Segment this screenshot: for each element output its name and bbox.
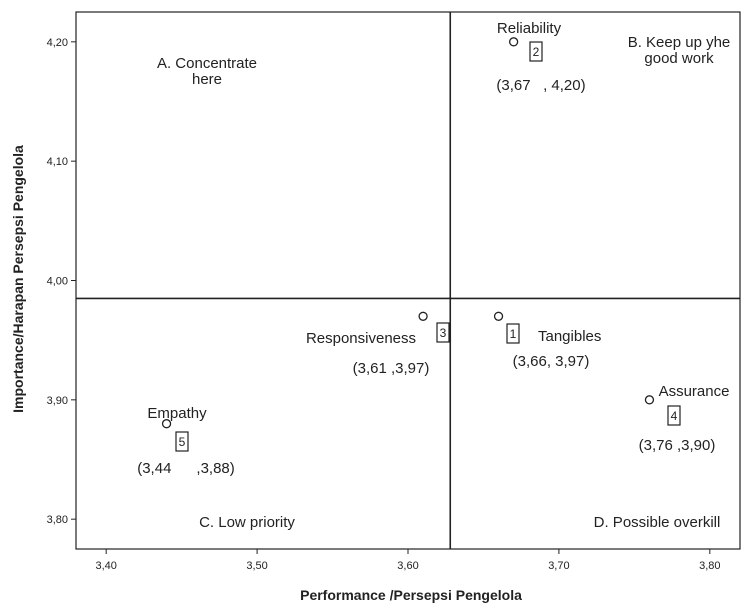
point-group-reliability: Reliability 2 (3,67 , 4,20) [496, 20, 585, 94]
x-tick-label-2: 3,60 [397, 560, 418, 572]
point-coord-label-reliability: (3,67 , 4,20) [496, 77, 585, 94]
point-number-assurance: 4 [671, 409, 678, 423]
quadrant-label-c-line-0: C. Low priority [199, 514, 295, 531]
annotations-layer: A. Concentrate here B. Keep up yhe good wor… [157, 34, 730, 531]
data-points-layer: Tangibles 1 (3,66, 3,97) Reliability 2 (3,67 … [137, 20, 729, 477]
point-marker-reliability [508, 37, 519, 47]
y-tick-label-3: 4,10 [47, 156, 68, 168]
y-tick-label-2: 4,00 [47, 276, 68, 288]
quadrant-label-b-line-1: good work [644, 50, 714, 67]
point-coord-label-tangibles: (3,66, 3,97) [513, 353, 590, 370]
point-coord-label-assurance: (3,76 ,3,90) [639, 437, 716, 454]
point-coord-label-responsiveness: (3,61 ,3,97) [353, 360, 430, 377]
quadrant-label-b: B. Keep up yhe good work [628, 34, 731, 67]
quadrant-label-d-line-0: D. Possible overkill [594, 514, 721, 531]
point-group-responsiveness: Responsiveness 3 (3,61 ,3,97) [306, 311, 450, 377]
y-axis-title: Importance/Harapan Persepsi Pengelola [10, 145, 26, 413]
quadrant-label-d: D. Possible overkill [594, 514, 721, 531]
point-name-assurance: Assurance [659, 383, 730, 400]
point-number-box-reliability [529, 41, 543, 62]
y-tick-label-4: 4,20 [47, 37, 68, 49]
x-tick-label-1: 3,50 [246, 560, 267, 572]
point-number-box-responsiveness [436, 322, 450, 343]
point-number-tangibles: 1 [510, 327, 517, 341]
point-group-empathy: Empathy 5 (3,44 ,3,88) [137, 405, 235, 477]
plot-area [75, 11, 741, 550]
quadrant-label-c: C. Low priority [199, 514, 295, 531]
quadrant-label-a-line-1: here [192, 71, 222, 88]
point-number-box-assurance [667, 405, 681, 426]
point-marker-empathy [161, 419, 172, 429]
point-coord-label-empathy: (3,44 ,3,88) [137, 460, 235, 477]
point-marker-tangibles [493, 311, 504, 321]
point-group-assurance: Assurance 4 (3,76 ,3,90) [639, 383, 730, 454]
point-group-tangibles: Tangibles 1 (3,66, 3,97) [493, 311, 601, 370]
point-number-box-tangibles [506, 323, 520, 344]
x-tick-label-0: 3,40 [95, 560, 116, 572]
y-tick-label-0: 3,80 [47, 514, 68, 526]
quadrant-label-b-line-0: B. Keep up yhe [628, 34, 731, 51]
quadrant-label-a: A. Concentrate here [157, 55, 257, 88]
x-tick-label-3: 3,70 [548, 560, 569, 572]
point-name-tangibles: Tangibles [538, 328, 601, 345]
point-number-reliability: 2 [533, 45, 540, 59]
quadrant-label-a-line-0: A. Concentrate [157, 55, 257, 72]
x-tick-label-4: 3,80 [699, 560, 720, 572]
point-marker-responsiveness [418, 311, 428, 321]
x-axis-title: Performance /Persepsi Pengelola [300, 587, 522, 603]
point-number-empathy: 5 [179, 435, 186, 449]
point-name-reliability: Reliability [497, 20, 562, 37]
point-name-empathy: Empathy [147, 405, 207, 422]
point-number-box-empathy [175, 431, 189, 452]
y-tick-label-1: 3,90 [47, 395, 68, 407]
plot-frame-layer [75, 11, 741, 550]
axis-ticks-layer: 3,40 3,50 3,60 3,70 3,80 3,80 3,90 4,00 4,10 4,20 [47, 37, 721, 572]
point-marker-assurance [644, 395, 655, 405]
point-name-responsiveness: Responsiveness [306, 330, 416, 347]
point-number-responsiveness: 3 [440, 326, 447, 340]
